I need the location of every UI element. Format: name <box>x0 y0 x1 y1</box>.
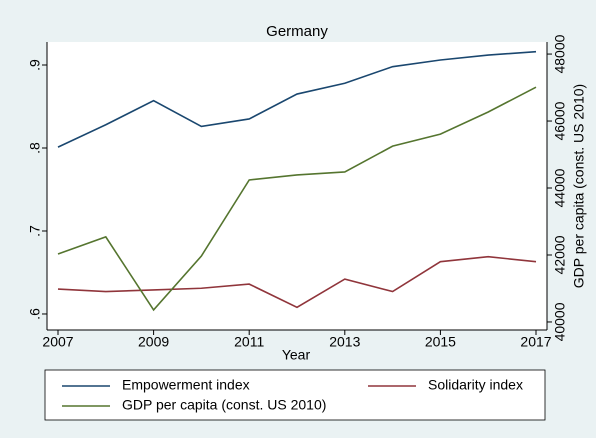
y-tick-label: .6 <box>27 308 43 320</box>
series-line <box>57 86 537 312</box>
y2-tick-label: 42000 <box>552 235 568 274</box>
series-line <box>57 50 537 148</box>
legend-label: Solidarity index <box>428 377 523 393</box>
plot-area <box>47 42 547 330</box>
series-line <box>57 255 537 309</box>
y2-tick-label: 48000 <box>552 34 568 73</box>
x-tick-label: 2009 <box>138 334 169 350</box>
y-tick-label: .9 <box>27 59 43 71</box>
x-tick-label: 2015 <box>425 334 456 350</box>
y-tick-label: .8 <box>27 142 43 154</box>
y2-tick-label: 46000 <box>552 101 568 140</box>
x-tick-label: 2007 <box>42 334 73 350</box>
y2-tick-label: 40000 <box>552 302 568 341</box>
x-axis-label: Year <box>282 347 311 363</box>
x-tick-label: 2017 <box>520 334 551 350</box>
y2-tick-label: 44000 <box>552 168 568 207</box>
x-tick-label: 2011 <box>234 334 264 350</box>
y-tick-label: .7 <box>27 225 43 237</box>
chart-title: Germany <box>266 23 328 40</box>
y2-axis-label: GDP per capita (const. US 2010) <box>571 84 587 288</box>
x-tick-label: 2013 <box>329 334 360 350</box>
legend <box>44 369 546 421</box>
legend-label: GDP per capita (const. US 2010) <box>122 397 326 413</box>
legend-label: Empowerment index <box>122 377 250 393</box>
